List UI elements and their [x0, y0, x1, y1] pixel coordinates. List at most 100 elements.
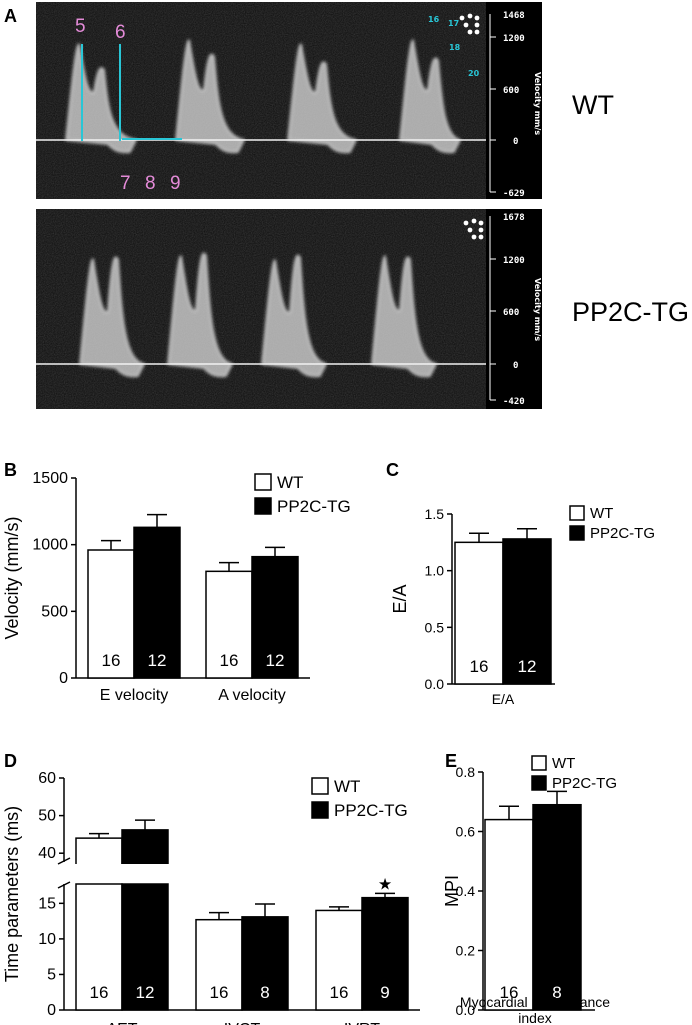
bar-wt: [454, 541, 504, 685]
doppler-tg-scale-strip: [486, 209, 542, 409]
y-tick-label: 60: [38, 770, 56, 787]
significance-star-icon: ★: [378, 876, 392, 893]
legend-swatch-wt: [254, 473, 272, 491]
doppler-wt-logo-icon: [459, 13, 480, 35]
y-tick-label: 0.5: [425, 619, 445, 635]
panel-label-c: C: [386, 460, 399, 480]
legend-swatch-wt: [569, 505, 585, 521]
panel-label-d: D: [4, 751, 17, 771]
y-tick-label: 50: [38, 808, 56, 825]
bar-pp2c-tg: [361, 896, 409, 1011]
side-label-pp2c-tg: PP2C-TG: [572, 297, 689, 327]
y-axis-title: E/A: [390, 584, 410, 613]
n-label: 9: [380, 983, 389, 1002]
marker-5: 5: [75, 16, 86, 37]
doppler-waveform: [399, 39, 461, 153]
cyan-number-16: 16: [428, 15, 440, 24]
n-label: 8: [260, 983, 269, 1002]
marker-8: 8: [145, 173, 156, 194]
doppler-waveform: [65, 43, 137, 153]
legend-label-wt: WT: [590, 505, 613, 522]
legend-label-pp2c-tg: PP2C-TG: [334, 801, 408, 820]
chart-velocity: 0 500 1000 1500 Velocity (mm/s) 16 12 E velocit…: [2, 470, 351, 704]
legend-label-pp2c-tg: PP2C-TG: [552, 775, 617, 792]
panel-label-e: E: [445, 751, 457, 771]
y-tick-label: 0.2: [456, 943, 476, 959]
y-tick-label: 1000: [32, 537, 68, 554]
n-label: 16: [220, 651, 239, 670]
legend-label-pp2c-tg: PP2C-TG: [277, 497, 351, 516]
y-tick-label: 0.0: [456, 1002, 476, 1018]
y-axis-title: MPI: [442, 875, 462, 907]
n-label: 12: [148, 651, 167, 670]
tg-scale-0: 0: [513, 361, 518, 371]
legend-swatch-pp2c-tg: [569, 525, 585, 541]
n-label: 12: [266, 651, 285, 670]
doppler-waveform: [261, 254, 327, 377]
tg-scale-neg420: -420: [503, 397, 525, 407]
cyan-number-18: 18: [449, 43, 461, 52]
wt-velocity-axis-label: Velocity mm/s: [533, 72, 542, 135]
cyan-number-20: 20: [468, 69, 480, 78]
bar-wt: [87, 549, 135, 679]
y-tick-label: 15: [38, 895, 56, 912]
n-label: 16: [210, 983, 229, 1002]
x-category-label: AET: [106, 1021, 137, 1025]
doppler-wt-scale-ticks: [489, 14, 496, 193]
bar-pp2c-tg: [532, 803, 582, 1011]
n-label: 8: [552, 983, 561, 1002]
chart-time-parameters: 0 5 10 15 40 50 60 Time parameters (ms) 16 12 AET 1…: [2, 770, 420, 1025]
y-tick-label: 0.4: [456, 883, 476, 899]
bar-wt: [195, 918, 243, 1011]
bar-wt-lower: [75, 883, 123, 1011]
axis-break-mark: [57, 857, 71, 865]
doppler-tg: 1678 1200 600 0 -420 Velocity mm/s: [36, 209, 542, 409]
x-category-label: A velocity: [218, 687, 286, 704]
y-tick-label: 40: [38, 845, 56, 862]
doppler-waveform: [175, 39, 245, 153]
y-axis-title: Velocity (mm/s): [2, 516, 22, 639]
wt-scale-600: 600: [503, 86, 519, 96]
doppler-tg-scale-ticks: [489, 216, 496, 401]
n-label: 12: [518, 657, 537, 676]
n-label: 16: [90, 983, 109, 1002]
legend-label-pp2c-tg: PP2C-TG: [590, 525, 655, 542]
wt-scale-0: 0: [513, 137, 518, 147]
legend-label-wt: WT: [334, 777, 360, 796]
n-label: 16: [102, 651, 121, 670]
legend-swatch-wt: [311, 777, 329, 795]
tg-scale-600: 600: [503, 308, 519, 318]
y-tick-label: 1.0: [425, 563, 445, 579]
legend-swatch-pp2c-tg: [531, 775, 547, 791]
doppler-wt: 5 6 7 8 9 16 17 18 20 1468 1200 600 0 -6…: [36, 2, 542, 199]
doppler-tg-waveforms: [79, 252, 437, 377]
bar-pp2c-tg-upper: [121, 829, 169, 864]
doppler-wt-scale-strip: [486, 2, 542, 199]
y-tick-label: 0.0: [425, 676, 445, 692]
y-tick-label: 0.6: [456, 824, 476, 840]
x-category-label: IVCT: [224, 1021, 261, 1025]
y-tick-label: 10: [38, 931, 56, 948]
y-tick-label: 500: [41, 603, 68, 620]
cyan-number-17: 17: [448, 19, 459, 28]
doppler-waveform: [167, 252, 233, 377]
n-label: 12: [136, 983, 155, 1002]
y-tick-label: 1500: [32, 470, 68, 487]
n-label: 16: [470, 657, 489, 676]
doppler-waveform: [371, 255, 437, 377]
n-label: 16: [330, 983, 349, 1002]
doppler-tg-logo-icon: [463, 218, 484, 240]
legend-swatch-wt: [531, 755, 547, 771]
bar-wt: [315, 909, 363, 1011]
panel-label-a: A: [4, 6, 17, 26]
axis-break-mark: [57, 881, 71, 889]
x-category-label: Myocardial performance index: [460, 994, 610, 1025]
legend-label-wt: WT: [552, 755, 575, 772]
marker-6: 6: [115, 22, 126, 43]
bar-pp2c-tg: [241, 916, 289, 1011]
marker-7: 7: [120, 173, 131, 194]
y-tick-label: 5: [47, 966, 56, 983]
marker-9: 9: [170, 173, 181, 194]
